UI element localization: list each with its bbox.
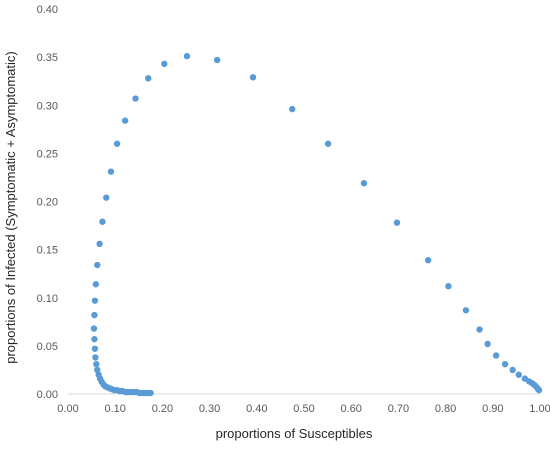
data-point bbox=[132, 95, 139, 102]
y-tick-label: 0.15 bbox=[37, 245, 58, 257]
y-tick-label: 0.30 bbox=[37, 100, 58, 112]
data-point bbox=[462, 307, 470, 314]
data-point bbox=[424, 257, 432, 264]
data-point bbox=[393, 219, 401, 226]
data-point bbox=[96, 240, 103, 248]
data-point bbox=[147, 389, 154, 397]
x-tick-label: 1.00 bbox=[529, 403, 550, 415]
data-point bbox=[91, 345, 99, 352]
x-axis-title: proportions of Susceptibles bbox=[216, 426, 373, 441]
data-point bbox=[90, 325, 98, 332]
data-point bbox=[91, 311, 98, 319]
x-tick-label: 0.30 bbox=[199, 403, 220, 415]
x-tick-label: 0.50 bbox=[293, 403, 314, 415]
x-tick-label: 0.10 bbox=[104, 403, 125, 415]
x-tick-label: 0.00 bbox=[57, 403, 78, 415]
data-point bbox=[91, 297, 99, 304]
y-axis-title: proportions of Infected (Symptomatic + A… bbox=[3, 51, 18, 364]
x-tick-label: 0.40 bbox=[246, 403, 267, 415]
y-tick-label: 0.35 bbox=[37, 52, 58, 64]
data-point bbox=[515, 371, 522, 378]
x-axis-ticks: 0.00 0.10 0.20 0.30 0.40 0.50 0.60 0.70 0.80 0.90… bbox=[57, 403, 550, 415]
y-tick-label: 0.40 bbox=[37, 4, 58, 16]
y-tick-label: 0.25 bbox=[37, 148, 58, 160]
y-tick-label: 0.00 bbox=[37, 389, 58, 401]
data-point bbox=[289, 105, 296, 113]
y-tick-label: 0.10 bbox=[37, 293, 58, 305]
y-tick-label: 0.05 bbox=[37, 341, 58, 353]
data-point bbox=[183, 52, 191, 60]
data-point bbox=[145, 75, 152, 82]
data-point bbox=[161, 60, 168, 68]
data-point bbox=[99, 218, 106, 225]
data-point bbox=[501, 360, 509, 368]
data-point bbox=[94, 366, 101, 374]
x-tick-label: 0.90 bbox=[482, 403, 503, 415]
data-point bbox=[92, 281, 100, 288]
data-point bbox=[445, 283, 452, 290]
data-point bbox=[103, 194, 110, 201]
data-point bbox=[476, 326, 483, 333]
x-tick-label: 0.70 bbox=[388, 403, 409, 415]
data-point bbox=[249, 74, 257, 81]
x-tick-label: 0.80 bbox=[435, 403, 456, 415]
data-point bbox=[521, 375, 529, 382]
data-point bbox=[121, 117, 129, 124]
data-point bbox=[484, 340, 491, 348]
data-point bbox=[113, 140, 121, 147]
data-point bbox=[509, 366, 516, 374]
data-point bbox=[324, 140, 332, 147]
data-point bbox=[492, 352, 500, 359]
x-tick-label: 0.60 bbox=[340, 403, 361, 415]
data-point bbox=[213, 56, 221, 64]
y-tick-label: 0.20 bbox=[37, 197, 58, 209]
data-point bbox=[93, 360, 100, 368]
data-point bbox=[360, 180, 368, 187]
data-point bbox=[91, 335, 98, 343]
y-axis-ticks: 0.00 0.05 0.10 0.15 0.20 0.25 0.30 0.35 0.40 bbox=[37, 4, 58, 401]
data-point bbox=[92, 354, 99, 361]
data-point bbox=[94, 261, 101, 269]
x-tick-label: 0.20 bbox=[152, 403, 173, 415]
data-point bbox=[107, 168, 115, 175]
data-points bbox=[90, 52, 543, 397]
